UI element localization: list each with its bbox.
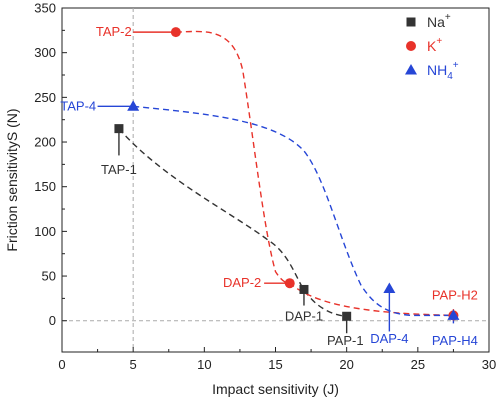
marker-circle-tap-2 bbox=[170, 27, 181, 38]
y-tick-label: 150 bbox=[34, 179, 56, 194]
curve-k bbox=[175, 30, 454, 317]
y-tick-label: 50 bbox=[42, 269, 56, 284]
annot-paph4-label: PAP-H4 bbox=[432, 333, 478, 348]
annot-paph2-label: PAP-H2 bbox=[432, 287, 478, 302]
curve-nh4 bbox=[133, 105, 454, 317]
legend-marker-triangle bbox=[405, 64, 417, 75]
legend-marker-circle bbox=[406, 41, 416, 51]
annot-dap1-label: DAP-1 bbox=[285, 309, 323, 324]
y-tick-label: 300 bbox=[34, 45, 56, 60]
marker-square-pap-1 bbox=[342, 311, 352, 321]
marker-square-tap-1 bbox=[114, 124, 124, 134]
legend-entry-nh: NH4+ bbox=[427, 60, 459, 82]
annot-dap2-label: DAP-2 bbox=[223, 275, 261, 290]
marker-square-dap-1 bbox=[299, 284, 309, 294]
x-tick-label: 30 bbox=[482, 357, 496, 372]
y-tick-label: 100 bbox=[34, 224, 56, 239]
annot-dap4-label: DAP-4 bbox=[370, 331, 408, 346]
x-tick-label: 15 bbox=[268, 357, 282, 372]
x-axis-title: Impact sensitivity (J) bbox=[212, 381, 339, 397]
curve-na bbox=[118, 128, 347, 317]
x-tick-label: 20 bbox=[339, 357, 353, 372]
marker-circle-dap-2 bbox=[284, 278, 295, 289]
y-tick-label: 350 bbox=[34, 1, 56, 16]
marker-triangle-tap-4 bbox=[127, 100, 140, 111]
y-axis-title: Friction sensitivityS (N) bbox=[4, 108, 20, 251]
x-tick-label: 5 bbox=[130, 357, 137, 372]
marker-triangle-pap-h4 bbox=[447, 309, 460, 320]
x-tick-label: 0 bbox=[58, 357, 65, 372]
annot-tap1-label: TAP-1 bbox=[101, 162, 137, 177]
legend-entry-k: K+ bbox=[427, 36, 442, 54]
annot-tap4-label: TAP-4 bbox=[60, 98, 96, 113]
annot-tap2-label: TAP-2 bbox=[96, 24, 132, 39]
plot-frame bbox=[61, 7, 490, 353]
y-tick-label: 250 bbox=[34, 90, 56, 105]
legend-marker-square bbox=[406, 17, 416, 27]
x-tick-label: 10 bbox=[197, 357, 211, 372]
y-tick-label: 200 bbox=[34, 135, 56, 150]
x-tick-label: 25 bbox=[411, 357, 425, 372]
legend-entry-na: Na+ bbox=[427, 12, 451, 30]
marker-triangle-dap-4 bbox=[383, 282, 396, 294]
y-tick-label: 0 bbox=[49, 313, 56, 328]
annot-pap1-label: PAP-1 bbox=[327, 333, 364, 348]
